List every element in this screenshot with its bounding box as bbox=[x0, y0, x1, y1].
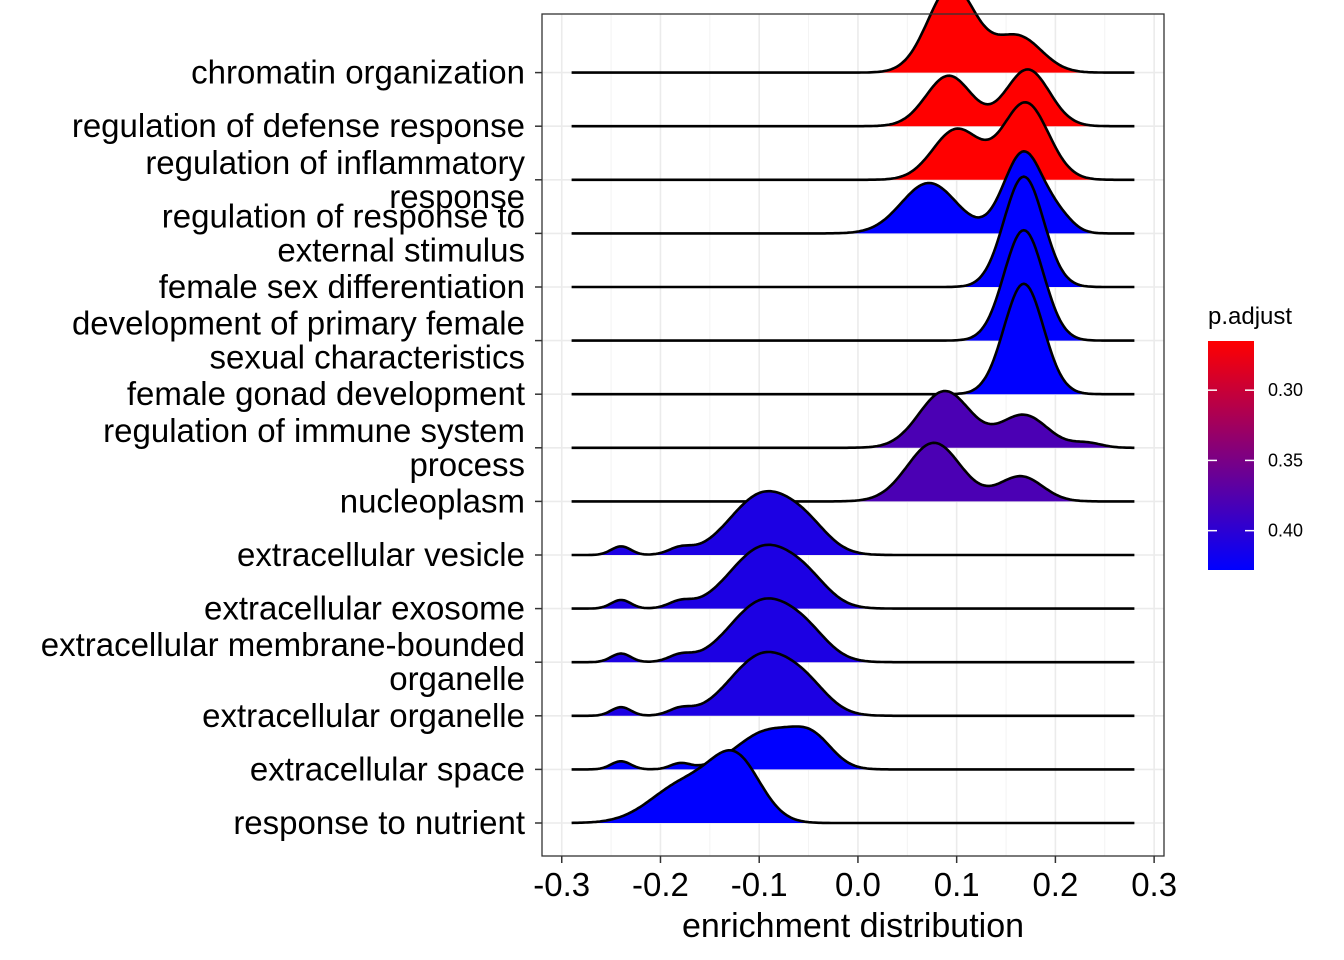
y-tick-label-line: response to nutrient bbox=[233, 804, 525, 841]
ridge-line bbox=[571, 543, 1135, 610]
y-tick-label-line: chromatin organization bbox=[191, 54, 525, 91]
y-tick-label: chromatin organization bbox=[191, 54, 525, 91]
ridge-line bbox=[571, 68, 1135, 128]
y-tick-label: extracellular exosome bbox=[204, 590, 525, 627]
y-axis: response to nutrient extracellular space e… bbox=[41, 54, 542, 841]
ridge-line bbox=[571, 749, 1135, 825]
ridge-fill bbox=[599, 600, 644, 609]
y-tick-label: regulation of response to external stimul… bbox=[162, 197, 525, 268]
x-tick-label: -0.1 bbox=[731, 866, 788, 903]
y-tick-label-line: development of primary female bbox=[72, 305, 525, 342]
y-tick-label: regulation of defense response bbox=[72, 107, 525, 144]
y-tick-label: extracellular organelle bbox=[202, 697, 525, 734]
ridge-line bbox=[571, 441, 1135, 503]
y-tick-label-line: regulation of defense response bbox=[72, 107, 525, 144]
legend-ticks: 0.30 0.35 0.40 bbox=[1208, 380, 1303, 541]
ridge-line bbox=[571, 150, 1135, 235]
ridge-fill bbox=[652, 491, 872, 555]
y-tick-label-line: extracellular exosome bbox=[204, 590, 525, 627]
x-tick-label: 0.1 bbox=[934, 866, 980, 903]
x-tick-label: 0.2 bbox=[1032, 866, 1078, 903]
x-tick-label: -0.2 bbox=[632, 866, 689, 903]
legend-tick-label: 0.30 bbox=[1268, 380, 1303, 400]
y-tick-label: female sex differentiation bbox=[159, 268, 525, 305]
y-tick-label: female gonad development bbox=[127, 375, 525, 412]
ridge-fill bbox=[652, 598, 872, 663]
ridge-line bbox=[571, 389, 1135, 450]
y-tick-label-line: external stimulus bbox=[277, 231, 525, 268]
ridge-fill bbox=[887, 102, 1097, 180]
ridge-fill bbox=[883, 69, 1093, 127]
ridge-line bbox=[571, 489, 1135, 557]
y-tick-label-line: nucleoplasm bbox=[340, 482, 525, 519]
x-axis-title: enrichment distribution bbox=[682, 907, 1024, 945]
ridge-line bbox=[571, 175, 1135, 289]
panel-border bbox=[541, 13, 1165, 857]
ridge-fill bbox=[652, 652, 872, 716]
ridge-fill bbox=[599, 546, 644, 555]
ridge-line bbox=[571, 597, 1135, 664]
y-tick-label-line: female gonad development bbox=[127, 375, 525, 412]
legend-title: p.adjust bbox=[1208, 303, 1292, 330]
x-tick-label: 0.0 bbox=[835, 866, 881, 903]
y-tick-label-line: regulation of response to bbox=[162, 197, 525, 234]
y-tick-label-line: extracellular vesicle bbox=[237, 536, 525, 573]
ridge-fill bbox=[599, 761, 642, 770]
ridge-line bbox=[571, 282, 1135, 396]
x-axis: -0.3 -0.2 -0.1 0.0 0.1 0.2 0.3 bbox=[533, 856, 1177, 903]
y-tick-label: nucleoplasm bbox=[340, 482, 525, 519]
legend-tick-label: 0.35 bbox=[1268, 450, 1303, 470]
x-tick-label: -0.3 bbox=[533, 866, 590, 903]
y-tick-label-line: regulation of inflammatory bbox=[145, 144, 525, 181]
ridge-series bbox=[571, 0, 1135, 825]
ridge-line bbox=[571, 0, 1135, 74]
y-tick-label-line: extracellular space bbox=[250, 750, 525, 787]
y-tick-label-line: regulation of immune system bbox=[103, 412, 525, 449]
y-tick-label-line: female sex differentiation bbox=[159, 268, 525, 305]
panel-background bbox=[542, 14, 1164, 856]
y-tick-label-line: response bbox=[389, 178, 525, 215]
y-tick-label: response to nutrient bbox=[233, 804, 525, 841]
ridge-fill bbox=[599, 707, 644, 716]
ridge-fill bbox=[877, 0, 1085, 73]
legend-colorbar bbox=[1208, 341, 1254, 570]
y-tick-label: extracellular membrane-bounded organelle bbox=[41, 626, 525, 697]
y-tick-label-line: organelle bbox=[389, 660, 525, 697]
y-tick-label-line: process bbox=[409, 446, 525, 483]
y-tick-label: development of primary female sexual char… bbox=[72, 305, 525, 376]
ridge-line bbox=[571, 725, 1135, 771]
ridge-fill bbox=[599, 653, 644, 663]
y-tick-label-line: extracellular organelle bbox=[202, 697, 525, 734]
ridge-line bbox=[571, 650, 1135, 718]
ridge-fill bbox=[961, 283, 1087, 395]
legend-tick-label: 0.40 bbox=[1268, 521, 1303, 541]
y-tick-label: regulation of inflammatory response bbox=[145, 144, 525, 215]
ridge-line bbox=[571, 101, 1135, 182]
y-tick-label-line: sexual characteristics bbox=[210, 339, 525, 376]
y-tick-label: extracellular space bbox=[250, 750, 525, 787]
color-legend: p.adjust 0.30 0.35 0.40 bbox=[1208, 303, 1303, 570]
y-tick-label-line: extracellular membrane-bounded bbox=[41, 626, 525, 663]
ridge-line bbox=[571, 228, 1135, 342]
y-tick-label: extracellular vesicle bbox=[237, 536, 525, 573]
ridge-fill bbox=[855, 442, 1081, 502]
ridge-fill bbox=[652, 544, 872, 609]
y-tick-label: regulation of immune system process bbox=[103, 412, 525, 483]
x-tick-label: 0.3 bbox=[1131, 866, 1177, 903]
ridge-fill bbox=[660, 726, 870, 770]
